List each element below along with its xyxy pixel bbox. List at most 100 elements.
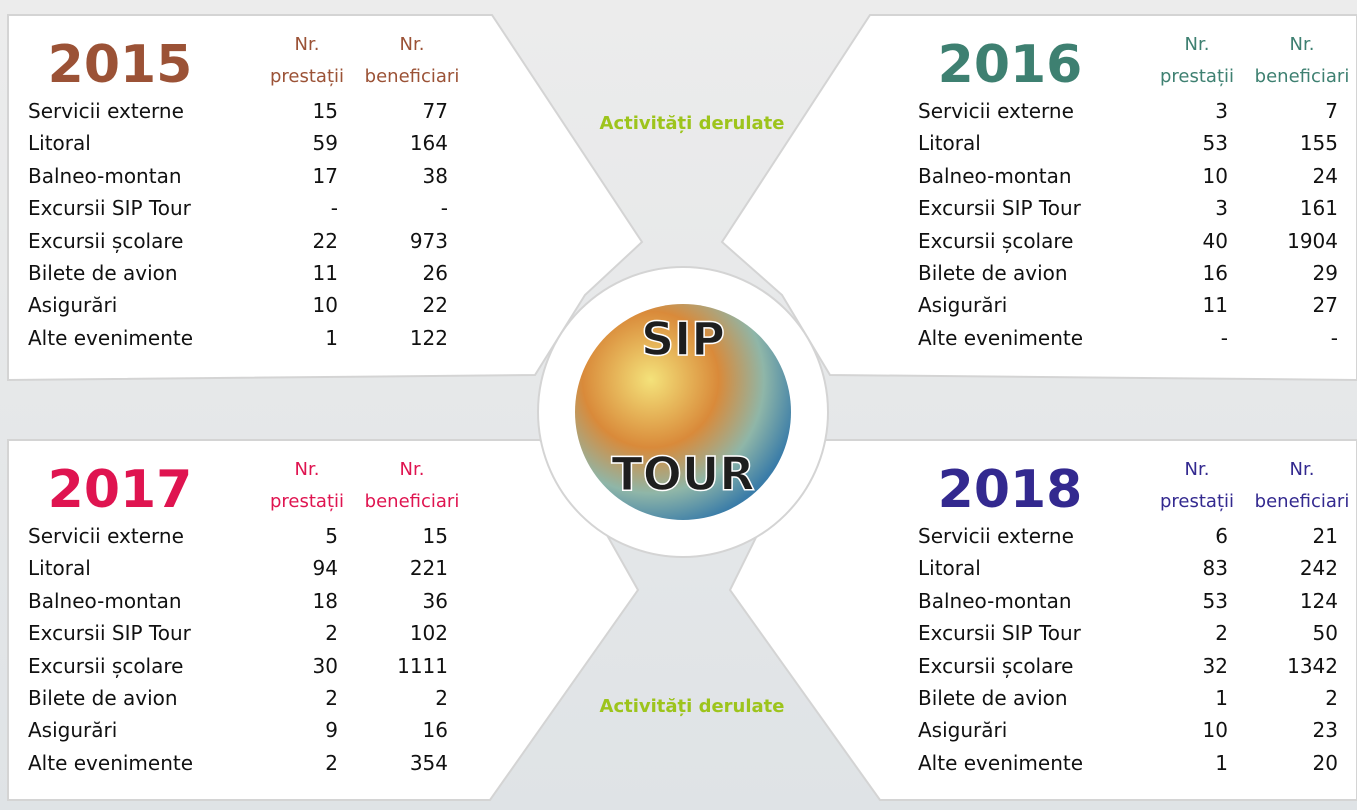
cell: 7 bbox=[1325, 99, 1338, 123]
row-label: Balneo-montan bbox=[918, 588, 1072, 613]
cell: 32 bbox=[1202, 653, 1228, 678]
cell: 1 bbox=[325, 325, 338, 350]
panel-bg bbox=[7, 14, 644, 382]
column-header: prestații bbox=[269, 491, 345, 512]
cell: 22 bbox=[312, 228, 338, 253]
row-label: Alte evenimente bbox=[918, 325, 1084, 350]
year: 2018 bbox=[937, 460, 1083, 520]
cell: 40 bbox=[1202, 228, 1228, 253]
cell: 9 bbox=[325, 718, 338, 743]
cell: 53 bbox=[1202, 131, 1228, 156]
row-label: Alte evenimente bbox=[918, 750, 1084, 775]
row-label: Excursii școlare bbox=[28, 653, 184, 678]
row-label: Alte evenimente bbox=[28, 325, 194, 350]
cell: - bbox=[330, 196, 338, 221]
row-label: Litoral bbox=[28, 556, 91, 581]
cell: 53 bbox=[1202, 588, 1228, 613]
cell: 22 bbox=[422, 293, 448, 318]
cell: 36 bbox=[422, 588, 448, 613]
cell: 221 bbox=[409, 556, 448, 581]
column-header: Nr. bbox=[294, 459, 320, 480]
year: 2015 bbox=[47, 35, 193, 95]
column-header: Nr. bbox=[399, 459, 425, 480]
row-label: Balneo-montan bbox=[28, 163, 182, 188]
cell: - bbox=[1330, 325, 1338, 350]
cell: 16 bbox=[1202, 261, 1228, 285]
row-label: Excursii SIP Tour bbox=[28, 621, 191, 646]
column-header: prestații bbox=[1159, 491, 1235, 512]
cell: 30 bbox=[312, 653, 338, 678]
row-label: Balneo-montan bbox=[918, 163, 1072, 188]
cell: 3 bbox=[1215, 196, 1228, 221]
row-label: Excursii școlare bbox=[918, 228, 1074, 253]
cell: 27 bbox=[1312, 293, 1338, 318]
logo-text: SIP bbox=[641, 312, 725, 366]
row-label: Asigurări bbox=[918, 293, 1008, 318]
column-header: Nr. bbox=[1184, 34, 1210, 55]
cell: 21 bbox=[1312, 524, 1338, 548]
cell: 164 bbox=[409, 131, 448, 156]
column-header: Nr. bbox=[1289, 34, 1315, 55]
cell: 17 bbox=[312, 163, 338, 188]
cell: 2 bbox=[325, 621, 338, 646]
cell: 242 bbox=[1299, 556, 1338, 581]
column-header: Nr. bbox=[1184, 459, 1210, 480]
panel-bg bbox=[720, 14, 1357, 382]
cell: 155 bbox=[1299, 131, 1338, 156]
column-header: prestații bbox=[269, 66, 345, 87]
cell: 24 bbox=[1312, 163, 1338, 188]
row-label: Bilete de avion bbox=[28, 686, 178, 710]
cell: 973 bbox=[409, 228, 448, 253]
cell: 77 bbox=[422, 99, 448, 123]
row-label: Servicii externe bbox=[28, 99, 184, 123]
year: 2017 bbox=[47, 460, 193, 520]
cell: 354 bbox=[409, 750, 448, 775]
cell: 1904 bbox=[1287, 228, 1338, 253]
row-label: Servicii externe bbox=[918, 99, 1074, 123]
cell: 6 bbox=[1215, 524, 1228, 548]
row-label: Bilete de avion bbox=[28, 261, 178, 285]
cell: 10 bbox=[1202, 163, 1228, 188]
row-label: Litoral bbox=[918, 556, 981, 581]
cell: 38 bbox=[422, 163, 448, 188]
cell: 1342 bbox=[1287, 653, 1338, 678]
cell: 2 bbox=[325, 750, 338, 775]
row-label: Excursii SIP Tour bbox=[918, 621, 1081, 646]
column-header: Nr. bbox=[1289, 459, 1315, 480]
column-header: beneficiari bbox=[364, 66, 460, 87]
cell: - bbox=[440, 196, 448, 221]
cell: 5 bbox=[325, 524, 338, 548]
column-header: beneficiari bbox=[364, 491, 460, 512]
cell: 122 bbox=[409, 325, 448, 350]
row-label: Excursii școlare bbox=[918, 653, 1074, 678]
row-label: Balneo-montan bbox=[28, 588, 182, 613]
cell: 124 bbox=[1299, 588, 1338, 613]
center-label: Activități derulate bbox=[599, 113, 785, 134]
cell: 11 bbox=[312, 261, 338, 285]
cell: 15 bbox=[312, 99, 338, 123]
cell: 23 bbox=[1312, 718, 1338, 743]
cell: 11 bbox=[1202, 293, 1228, 318]
cell: 16 bbox=[422, 718, 448, 743]
row-label: Litoral bbox=[918, 131, 981, 156]
row-label: Asigurări bbox=[28, 293, 118, 318]
column-header: beneficiari bbox=[1254, 491, 1350, 512]
column-header: beneficiari bbox=[1254, 66, 1350, 87]
cell: 10 bbox=[312, 293, 338, 318]
cell: 2 bbox=[435, 686, 448, 710]
cell: 1111 bbox=[397, 653, 448, 678]
cell: 2 bbox=[1215, 621, 1228, 646]
cell: 83 bbox=[1202, 556, 1228, 581]
cell: 2 bbox=[325, 686, 338, 710]
cell: 26 bbox=[422, 261, 448, 285]
row-label: Alte evenimente bbox=[28, 750, 194, 775]
cell: 2 bbox=[1325, 686, 1338, 710]
cell: 20 bbox=[1312, 750, 1338, 775]
cell: 29 bbox=[1312, 261, 1338, 285]
row-label: Excursii școlare bbox=[28, 228, 184, 253]
row-label: Litoral bbox=[28, 131, 91, 156]
cell: 18 bbox=[312, 588, 338, 613]
logo-text: TOUR bbox=[611, 447, 754, 501]
cell: - bbox=[1220, 325, 1228, 350]
